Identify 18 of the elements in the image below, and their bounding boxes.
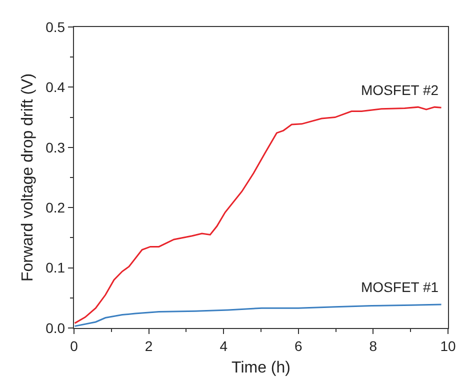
line-series (74, 106, 442, 324)
x-tick-label: 0 (70, 338, 78, 354)
y-axis-title: Forward voltage drop drift (V) (20, 73, 37, 282)
line-series (74, 304, 442, 327)
x-tick-label: 8 (369, 338, 378, 354)
series-label: MOSFET #2 (361, 82, 439, 98)
series-label: MOSFET #1 (361, 279, 439, 295)
y-tick-label: 0.2 (46, 200, 66, 216)
y-tick-label: 0.1 (46, 260, 66, 276)
x-tick-label: 2 (144, 338, 153, 354)
x-tick-label: 10 (440, 338, 456, 354)
y-tick-label: 0.3 (46, 139, 66, 156)
x-axis-title: Time (h) (232, 360, 290, 377)
x-tick-label: 6 (294, 338, 302, 354)
y-tick-label: 0.0 (46, 320, 66, 336)
y-tick-label: 0.4 (46, 79, 66, 96)
x-tick-label: 4 (220, 338, 228, 354)
y-tick-label: 0.5 (46, 18, 66, 35)
